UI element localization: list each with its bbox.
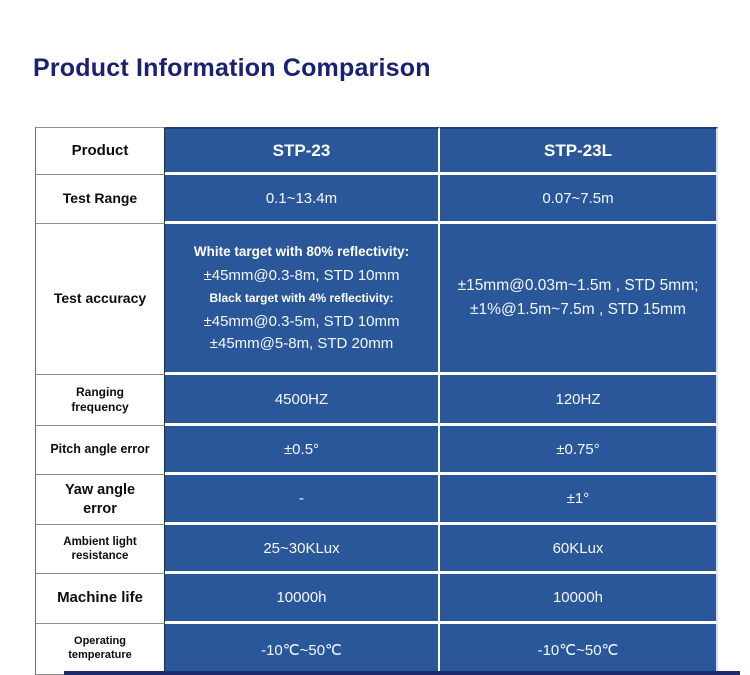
cell-machine-life-stp23l: 10000h [440, 574, 718, 624]
cell-value: 0.1~13.4m [265, 189, 338, 207]
table-row-yaw-angle-error: Yaw angle error - ±1° [35, 475, 718, 525]
cell-yaw-angle-error-stp23l: ±1° [440, 475, 718, 525]
cell-ambient-light-stp23l: 60KLux [440, 525, 718, 574]
cell-test-accuracy-stp23: White target with 80% reflectivity: ±45m… [165, 224, 440, 375]
cell-value: -10℃~50℃ [261, 641, 342, 659]
table-header-row: Product STP-23 STP-23L [35, 127, 718, 175]
row-label-text: Ranging frequency [71, 385, 129, 414]
cell-value: 10000h [552, 589, 604, 606]
cell-test-accuracy-stp23l: ±15mm@0.03m~1.5m , STD 5mm; ±1%@1.5m~7.5… [440, 224, 718, 375]
row-label-test-accuracy: Test accuracy [35, 224, 165, 375]
cell-value: 60KLux [552, 539, 604, 557]
cell-value: - [299, 490, 304, 507]
cell-ranging-frequency-stp23: 4500HZ [165, 375, 440, 426]
cell-value: 4500HZ [274, 390, 329, 408]
black-target-value-2: ±45mm@5-8m, STD 20mm [209, 334, 394, 352]
header-product-text: Product [71, 141, 129, 159]
page-title: Product Information Comparison [33, 54, 431, 82]
row-label-test-range: Test Range [35, 175, 165, 224]
header-product-label: Product [35, 127, 165, 175]
accuracy-line-2: ±1%@1.5m~7.5m , STD 15mm [470, 301, 686, 318]
cell-value: 10000h [276, 589, 327, 606]
table-row-ambient-light-resistance: Ambient light resistance 25~30KLux 60KLu… [35, 525, 718, 574]
cell-value: ±0.5° [283, 440, 320, 458]
cell-operating-temperature-stp23l: -10℃~50℃ [440, 624, 718, 675]
row-label-text: Operating temperature [68, 635, 132, 661]
white-target-value: ±45mm@0.3-8m, STD 10mm [203, 266, 400, 284]
table-row-pitch-angle-error: Pitch angle error ±0.5° ±0.75° [35, 426, 718, 475]
row-label-text: Test accuracy [53, 290, 147, 307]
cell-ambient-light-stp23: 25~30KLux [165, 525, 440, 574]
cell-machine-life-stp23: 10000h [165, 574, 440, 624]
header-stp23: STP-23 [165, 127, 440, 175]
cell-test-range-stp23: 0.1~13.4m [165, 175, 440, 224]
table-row-machine-life: Machine life 10000h 10000h [35, 574, 718, 624]
table-row-test-range: Test Range 0.1~13.4m 0.07~7.5m [35, 175, 718, 224]
cell-value: 0.07~7.5m [542, 189, 614, 207]
cell-value: -10℃~50℃ [537, 641, 619, 659]
cell-pitch-angle-error-stp23: ±0.5° [165, 426, 440, 475]
header-stp23l-text: STP-23L [543, 140, 613, 160]
cell-value: ±1° [566, 490, 590, 507]
row-label-ambient-light-resistance: Ambient light resistance [35, 525, 165, 574]
table-row-ranging-frequency: Ranging frequency 4500HZ 120HZ [35, 375, 718, 426]
cell-yaw-angle-error-stp23: - [165, 475, 440, 525]
header-stp23l: STP-23L [440, 127, 718, 175]
accuracy-line-1: ±15mm@0.03m~1.5m , STD 5mm; [457, 276, 699, 294]
cell-value: 25~30KLux [263, 539, 340, 557]
black-target-value-1: ±45mm@0.3-5m, STD 10mm [203, 312, 400, 330]
cell-ranging-frequency-stp23l: 120HZ [440, 375, 718, 426]
black-target-heading: Black target with 4% reflectivity: [209, 290, 394, 305]
cell-pitch-angle-error-stp23l: ±0.75° [440, 426, 718, 475]
row-label-ranging-frequency: Ranging frequency [35, 375, 165, 426]
cell-value: ±0.75° [556, 440, 600, 458]
table-row-test-accuracy: Test accuracy White target with 80% refl… [35, 224, 718, 375]
row-label-pitch-angle-error: Pitch angle error [35, 426, 165, 475]
row-label-machine-life: Machine life [35, 574, 165, 624]
white-target-heading: White target with 80% reflectivity: [193, 244, 410, 260]
cell-test-range-stp23l: 0.07~7.5m [440, 175, 718, 224]
header-stp23-text: STP-23 [272, 140, 331, 160]
cutoff-next-section-edge [64, 671, 740, 675]
row-label-text: Yaw angle error [64, 482, 136, 517]
row-label-text: Machine life [57, 589, 143, 607]
row-label-yaw-angle-error: Yaw angle error [35, 475, 165, 525]
cell-value: 120HZ [555, 390, 601, 408]
cell-operating-temperature-stp23: -10℃~50℃ [165, 624, 440, 675]
table-row-operating-temperature: Operating temperature -10℃~50℃ -10℃~50℃ [35, 624, 718, 675]
row-label-text: Ambient light resistance [63, 535, 137, 562]
row-label-text: Test Range [62, 190, 138, 207]
row-label-operating-temperature: Operating temperature [35, 624, 165, 675]
comparison-table: Product STP-23 STP-23L Test Range 0.1~13… [35, 127, 718, 675]
row-label-text: Pitch angle error [50, 442, 150, 457]
